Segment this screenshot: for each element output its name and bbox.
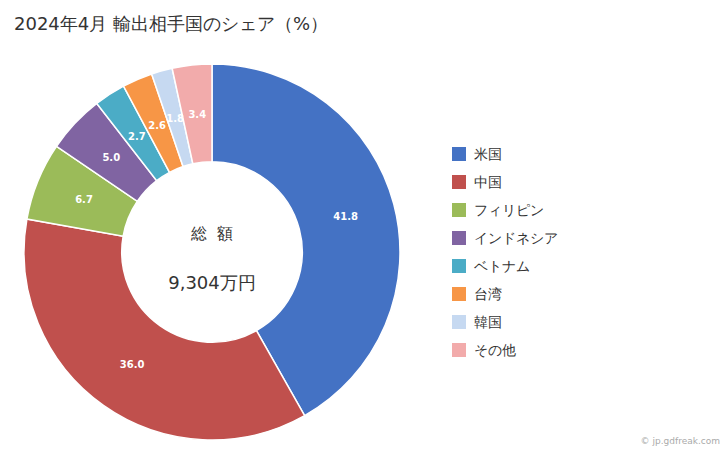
data-label: 5.0 — [102, 152, 120, 163]
title: 2024年4月 輸出相手国のシェア（%） — [14, 13, 328, 34]
slice — [24, 219, 305, 440]
legend-swatch — [452, 203, 466, 217]
legend-label: 中国 — [474, 174, 502, 190]
data-labels: 41.8 36.0 6.7 5.0 2.72.61.8 3.4 — [75, 109, 358, 370]
data-label: 1.8 — [166, 113, 184, 124]
data-label: 3.4 — [188, 109, 206, 120]
legend-swatch — [452, 287, 466, 301]
legend-label: インドネシア — [474, 230, 558, 246]
legend-swatch — [452, 259, 466, 273]
data-label: 6.7 — [75, 194, 93, 205]
legend: 米国中国フィリピンインドネシアベトナム台湾韓国その他 — [452, 146, 558, 358]
legend-label: 台湾 — [474, 286, 502, 302]
watermark: © jp.gdfreak.com — [641, 436, 720, 446]
legend-label: ベトナム — [474, 258, 530, 274]
center-text: 9,304万円 — [168, 272, 256, 293]
data-label: 41.8 — [333, 211, 358, 222]
legend-label: フィリピン — [474, 202, 544, 218]
legend-swatch — [452, 315, 466, 329]
data-label: 2.7 — [128, 131, 146, 142]
legend-swatch — [452, 147, 466, 161]
center-text: 総 額 — [190, 224, 233, 243]
legend-label: 米国 — [474, 146, 502, 162]
data-label: 36.0 — [120, 359, 145, 370]
legend-swatch — [452, 175, 466, 189]
legend-label: その他 — [474, 342, 516, 358]
legend-swatch — [452, 231, 466, 245]
slices — [24, 64, 400, 440]
data-label: 2.6 — [148, 120, 166, 131]
legend-swatch — [452, 343, 466, 357]
legend-label: 韓国 — [474, 314, 502, 330]
chart: 2024年4月 輸出相手国のシェア（%） 41.8 36.0 6.7 5.0 2.72.6… — [0, 0, 728, 450]
